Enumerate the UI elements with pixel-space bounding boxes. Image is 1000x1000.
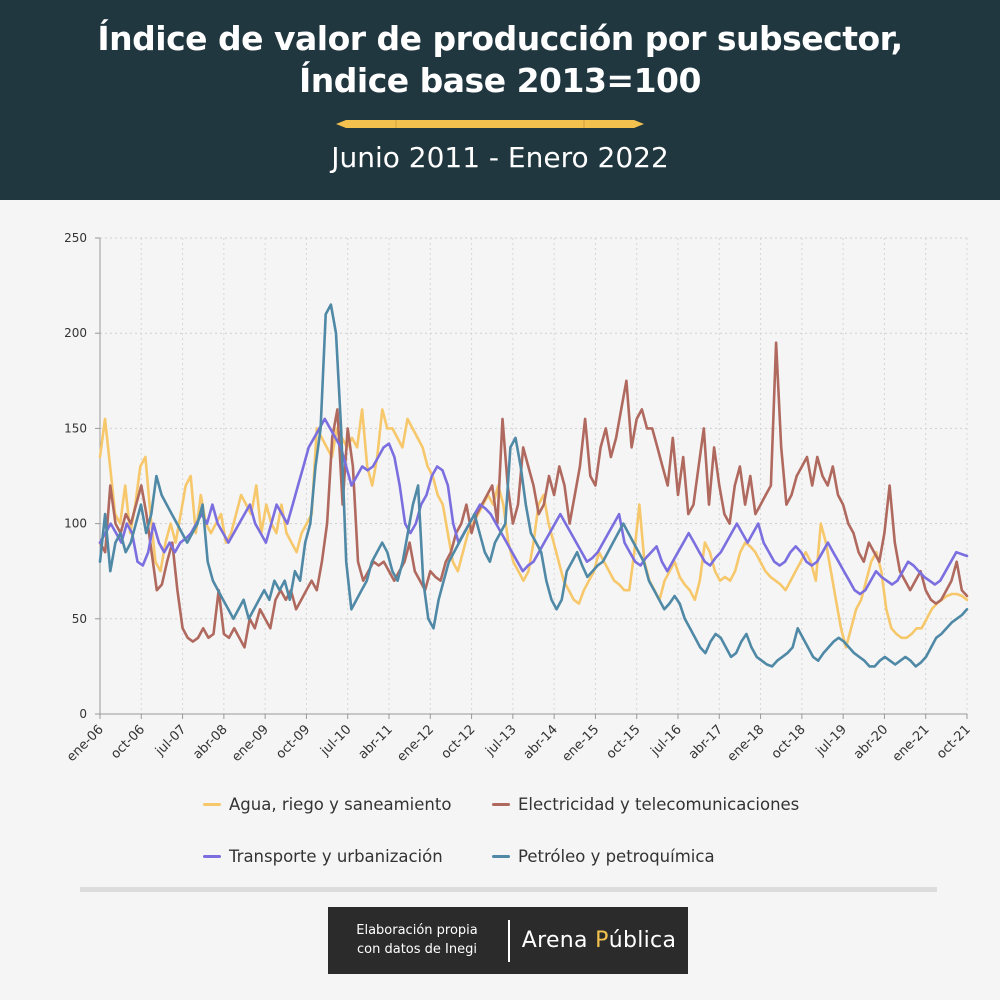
footer-divider (80, 887, 937, 892)
x-tick-label: ene-06 (64, 722, 107, 765)
legend-label-electricidad: Electricidad y telecomunicaciones (518, 795, 800, 814)
x-tick-label: ene-21 (890, 722, 933, 765)
y-tick-label: 50 (72, 612, 87, 626)
chart-title: Índice de valor de producción por subsec… (0, 18, 1000, 102)
legend-item-transporte: Transporte y urbanización (203, 847, 443, 866)
x-tick-label: abr-08 (190, 722, 230, 762)
y-tick-label: 100 (64, 517, 87, 531)
x-tick-label: oct-06 (108, 722, 148, 762)
legend-label-transporte: Transporte y urbanización (229, 847, 443, 866)
x-tick-label: ene-09 (229, 722, 272, 765)
x-tick-label: ene-15 (559, 722, 602, 765)
x-tick-label: oct-09 (273, 722, 313, 762)
y-tick-label: 150 (64, 421, 87, 435)
y-tick-label: 250 (64, 231, 87, 245)
y-tick-label: 200 (64, 326, 87, 340)
x-tick-label: jul-07 (152, 722, 189, 759)
x-tick-label: abr-14 (521, 722, 561, 762)
x-tick-label: abr-17 (686, 722, 726, 762)
credit-line2: con datos de Inegi (357, 942, 477, 957)
x-tick-label: jul-19 (813, 722, 850, 759)
x-tick-label: jul-13 (482, 722, 519, 759)
chart-subtitle: Junio 2011 - Enero 2022 (331, 141, 669, 174)
x-tick-label: jul-16 (648, 722, 685, 759)
legend-swatch-agua (203, 803, 221, 806)
source-credit-text: Elaboración propia con datos de Inegi (328, 921, 506, 959)
brand-part1: Arena (521, 928, 596, 953)
series-line-2 (98, 417, 969, 596)
brand-letter-p: P (595, 928, 609, 953)
chart-legend: Agua, riego y saneamiento Electricidad y… (0, 790, 1000, 880)
legend-swatch-petroleo (492, 855, 510, 858)
legend-label-petroleo: Petróleo y petroquímica (518, 847, 715, 866)
x-tick-label: jul-10 (317, 722, 354, 759)
x-tick-label: ene-18 (725, 722, 768, 765)
legend-item-agua: Agua, riego y saneamiento (203, 795, 451, 814)
x-tick-label: oct-21 (934, 722, 974, 762)
x-tick-label: oct-15 (604, 722, 644, 762)
brand-part2: ública (608, 928, 677, 953)
x-tick-label: abr-20 (851, 722, 891, 762)
pencil-divider-icon (336, 120, 644, 128)
source-credit-box: Elaboración propia con datos de Inegi Ar… (328, 907, 688, 974)
legend-label-agua: Agua, riego y saneamiento (229, 795, 452, 814)
x-tick-label: oct-12 (438, 722, 478, 762)
legend-item-electricidad: Electricidad y telecomunicaciones (492, 795, 799, 814)
series-line-0 (98, 408, 969, 649)
series-line-1 (98, 341, 969, 649)
credit-separator (508, 920, 510, 962)
x-tick-label: ene-12 (394, 722, 437, 765)
chart-title-line1: Índice de valor de producción por subsec… (97, 19, 903, 58)
x-tick-label: oct-18 (769, 722, 809, 762)
x-tick-label: abr-11 (356, 722, 396, 762)
y-tick-label: 0 (79, 707, 87, 721)
chart-header: Índice de valor de producción por subsec… (0, 0, 1000, 200)
chart-title-line2: Índice base 2013=100 (299, 61, 701, 100)
legend-item-petroleo: Petróleo y petroquímica (492, 847, 715, 866)
legend-swatch-electricidad (492, 803, 510, 806)
credit-line1: Elaboración propia (356, 923, 478, 938)
legend-swatch-transporte (203, 855, 221, 858)
series-line-3 (98, 303, 969, 668)
